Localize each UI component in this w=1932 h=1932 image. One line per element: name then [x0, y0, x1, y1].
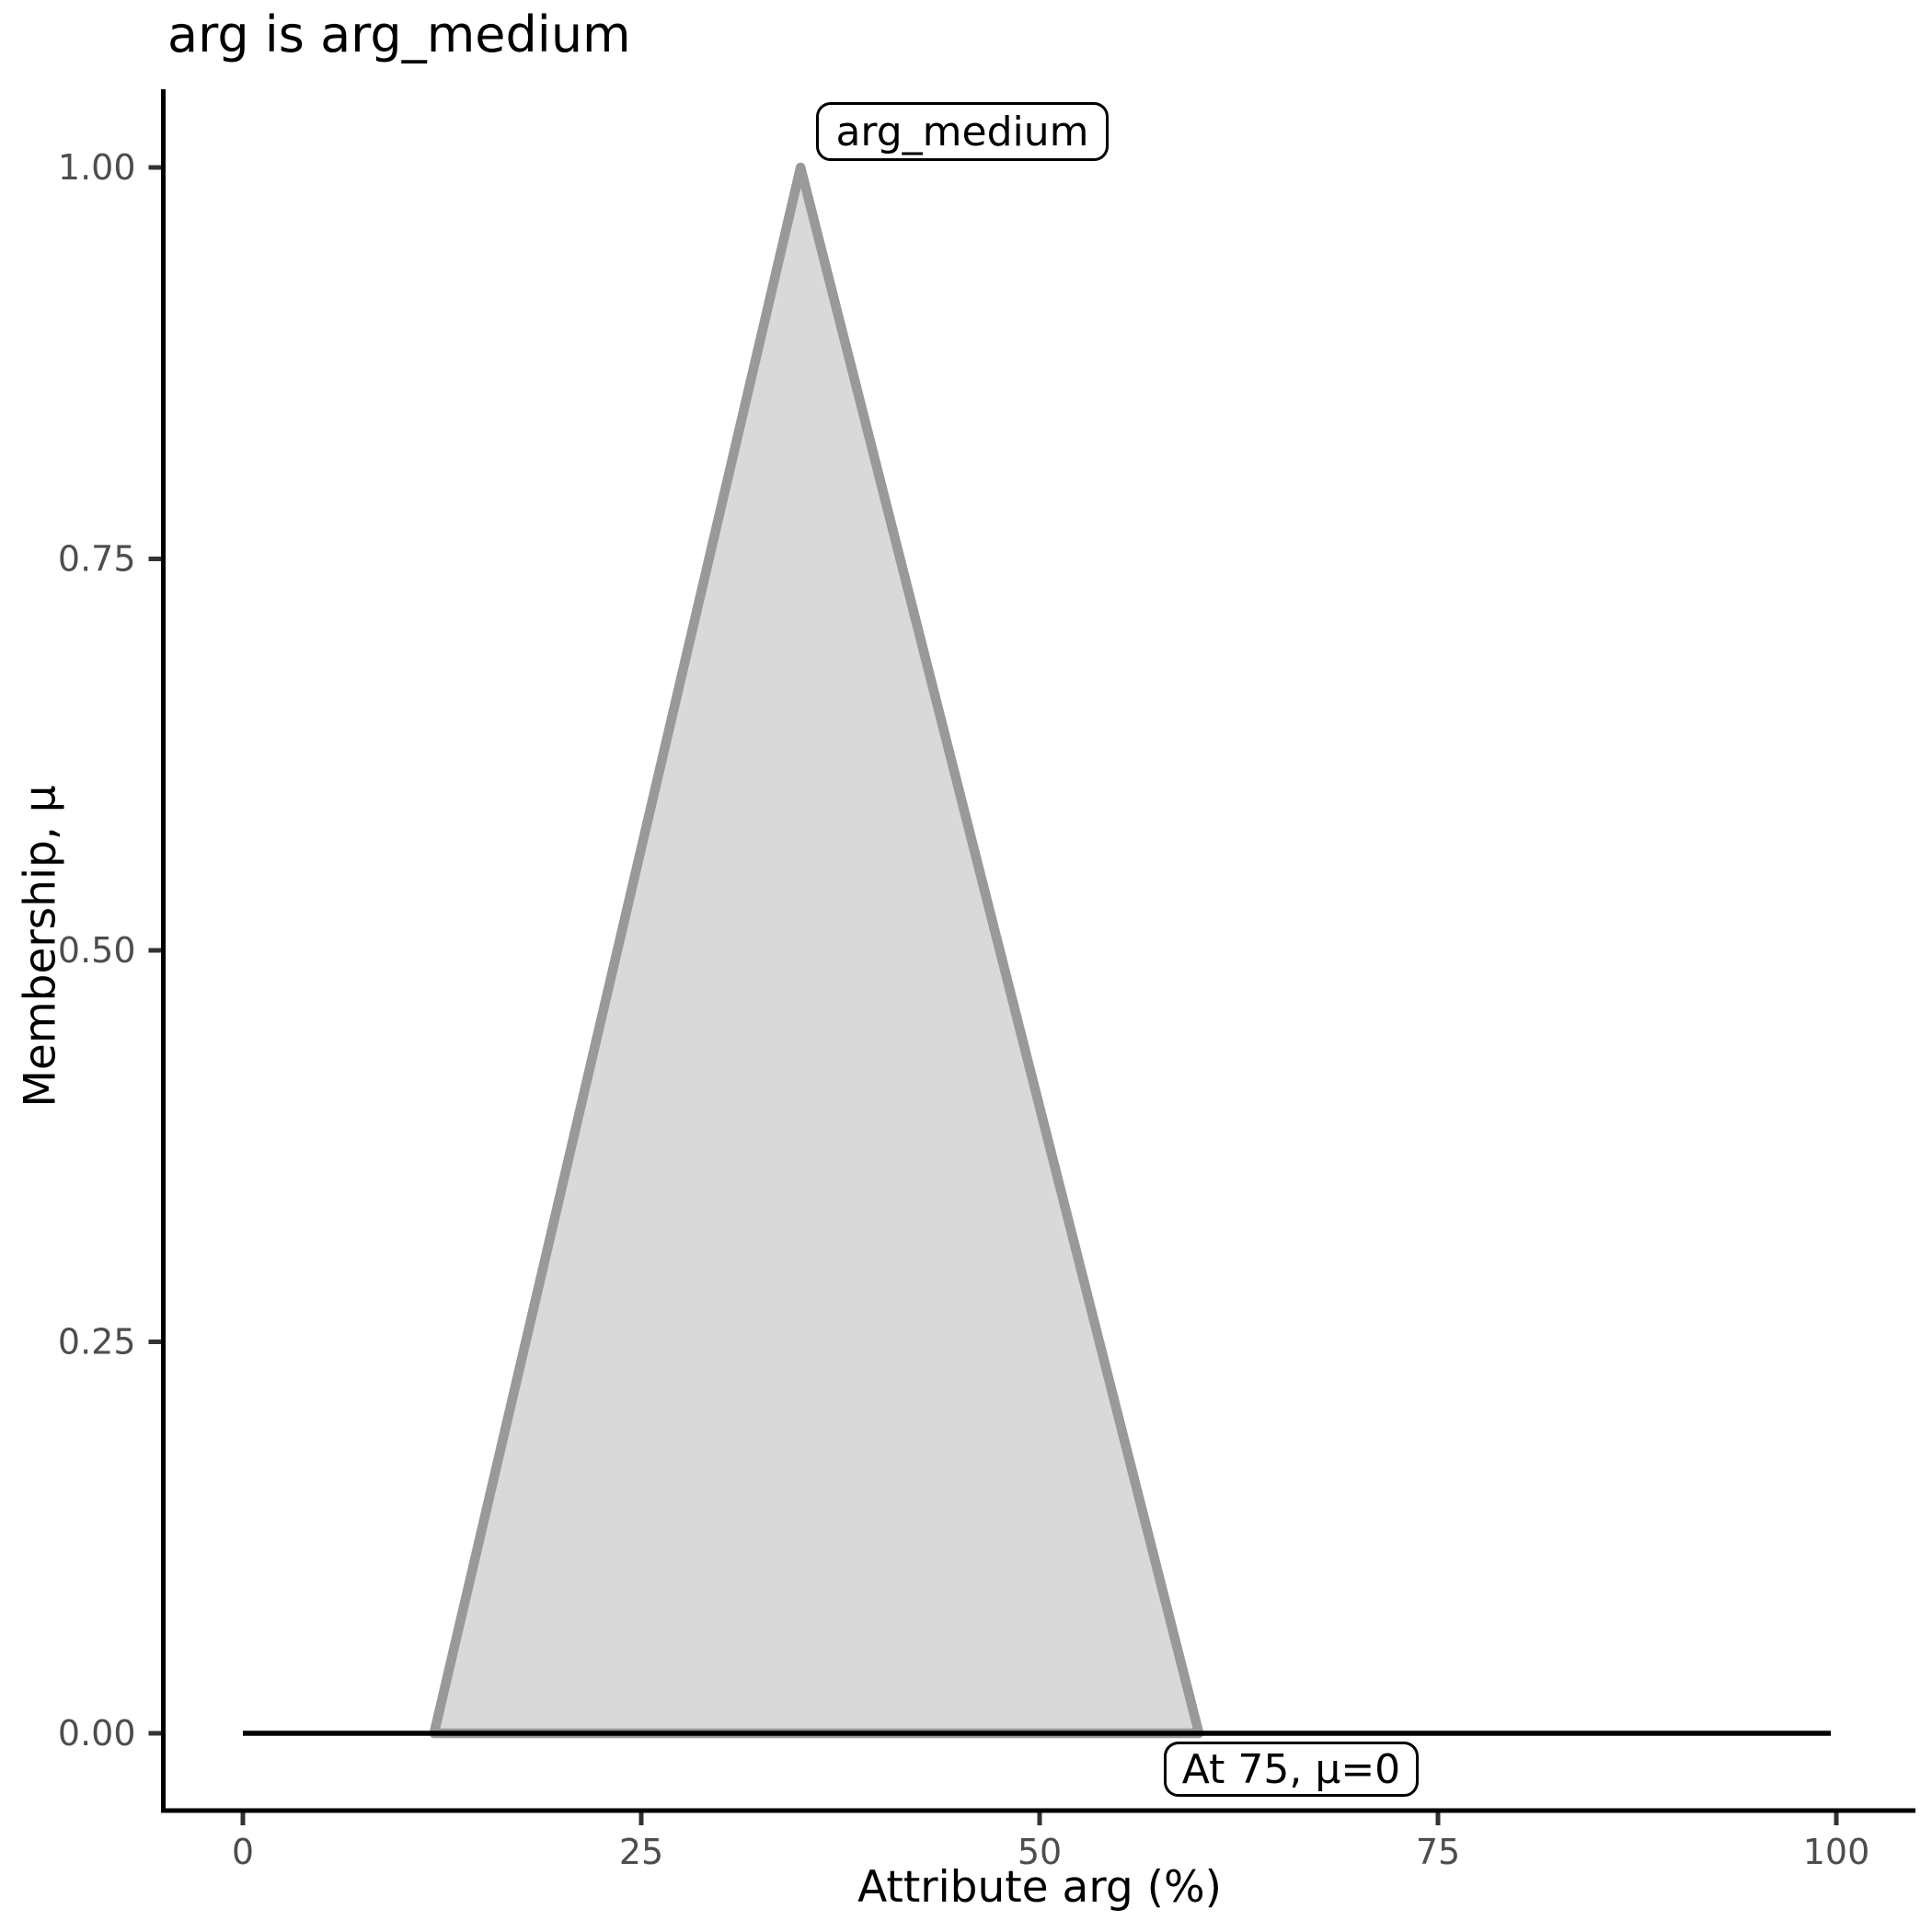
- annotation-arg-medium-label: arg_medium: [816, 102, 1109, 161]
- x-axis-title: Attribute arg (%): [857, 1862, 1222, 1913]
- y-tick-label: 1.00: [58, 147, 136, 188]
- x-tick-label: 25: [619, 1832, 663, 1872]
- y-tick-label: 0.75: [58, 539, 136, 580]
- y-axis-ticks: 0.00 0.25 0.50 0.75 1.00: [58, 147, 161, 1754]
- x-tick-label: 0: [232, 1832, 254, 1872]
- y-tick-label: 0.50: [58, 930, 136, 971]
- x-tick-label: 100: [1803, 1832, 1870, 1872]
- y-tick-label: 0.00: [58, 1713, 136, 1754]
- membership-function-area: [429, 162, 1204, 1739]
- x-tick-label: 75: [1416, 1832, 1460, 1872]
- chart-title: arg is arg_medium: [167, 6, 631, 63]
- x-axis-ticks: 0 25 50 75 100: [232, 1812, 1870, 1872]
- x-tick-label: 50: [1018, 1832, 1062, 1872]
- annotation-at-75-label: At 75, μ=0: [1164, 1742, 1419, 1797]
- y-tick-label: 0.25: [58, 1322, 136, 1363]
